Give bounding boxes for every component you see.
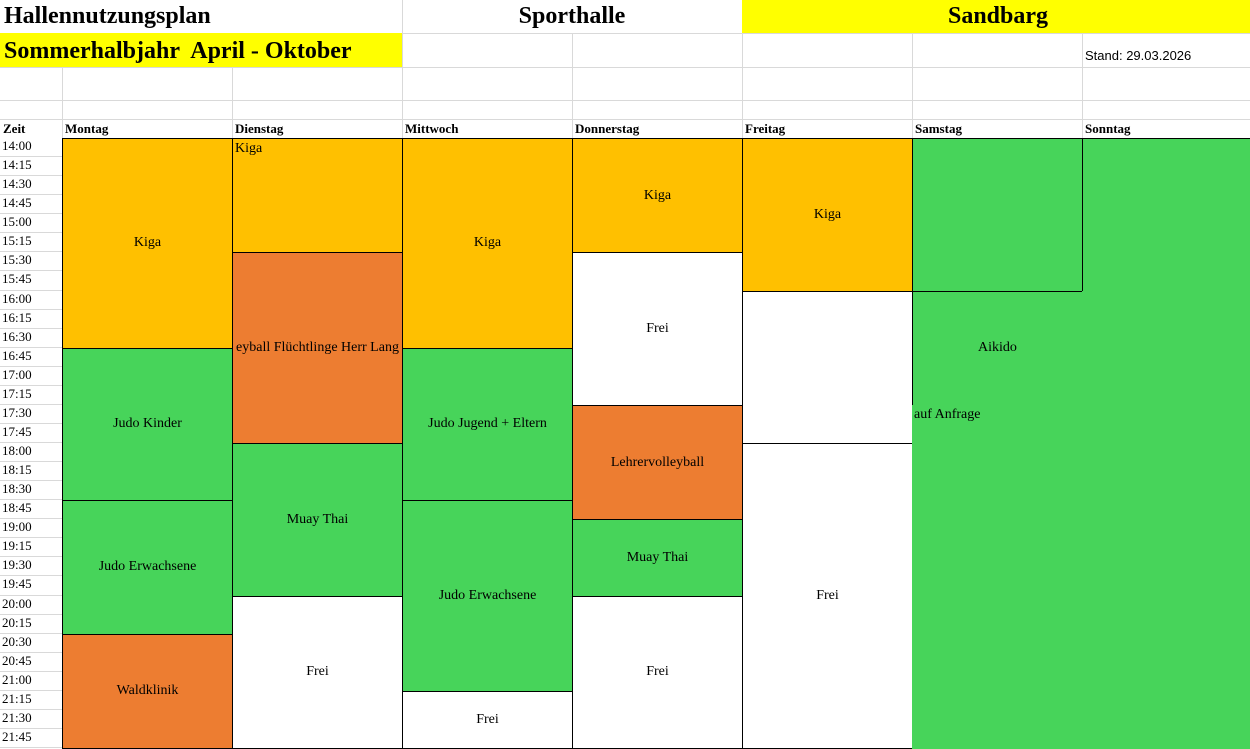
block-label: auf Anfrage: [914, 407, 980, 423]
page-title: Hallennutzungsplan: [4, 0, 211, 33]
schedule-block: Frei: [742, 443, 913, 749]
block-label: Frei: [646, 664, 669, 680]
time-label: 16:15: [0, 310, 62, 329]
time-label: 16:45: [0, 348, 62, 367]
block-label: Kiga: [134, 235, 161, 251]
schedule-block: Judo Kinder: [62, 348, 233, 502]
schedule-block: Kiga: [402, 138, 573, 349]
block-label: Kiga: [814, 207, 841, 223]
time-label: 19:15: [0, 538, 62, 557]
schedule-block: Frei: [232, 596, 403, 749]
location-name: Sandbarg: [742, 0, 1250, 33]
day-header-mittwoch: Mittwoch: [402, 121, 458, 137]
schedule-block: Muay Thai: [572, 519, 743, 596]
schedule-block: Judo Erwachsene: [62, 500, 233, 634]
time-label: 15:00: [0, 214, 62, 233]
schedule-block: Muay Thai: [232, 443, 403, 597]
schedule-block: eyball Flüchtlinge Herr Lang: [232, 252, 403, 444]
time-label: 21:30: [0, 710, 62, 729]
time-label: 17:30: [0, 405, 62, 424]
time-label: 20:15: [0, 615, 62, 634]
time-label: 18:45: [0, 500, 62, 519]
time-label: 18:30: [0, 481, 62, 500]
schedule-block: [742, 291, 913, 445]
time-label: 21:00: [0, 672, 62, 691]
schedule-block: Judo Erwachsene: [402, 500, 573, 692]
time-label: 20:30: [0, 634, 62, 653]
schedule-block: Judo Jugend + Eltern: [402, 348, 573, 502]
time-label: 17:45: [0, 424, 62, 443]
schedule-block: [1082, 138, 1250, 292]
season-label: Sommerhalbjahr April - Oktober: [0, 33, 402, 67]
time-label: 18:00: [0, 443, 62, 462]
day-header-montag: Montag: [62, 121, 108, 137]
time-label: 16:00: [0, 291, 62, 310]
time-label: 15:45: [0, 271, 62, 290]
block-label: Lehrervolleyball: [611, 455, 704, 471]
time-label: 17:15: [0, 386, 62, 405]
time-label: 15:15: [0, 233, 62, 252]
schedule-block: Kiga: [62, 138, 233, 349]
hall-name: Sporthalle: [402, 0, 742, 33]
schedule-block: Frei: [572, 252, 743, 406]
time-label: 14:45: [0, 195, 62, 214]
day-header-dienstag: Dienstag: [232, 121, 283, 137]
time-label: 15:30: [0, 252, 62, 271]
day-header-freitag: Freitag: [742, 121, 785, 137]
time-label: 19:45: [0, 576, 62, 595]
time-label: 20:45: [0, 653, 62, 672]
block-label: Judo Erwachsene: [439, 588, 537, 604]
stand-date: Stand: 29.03.2026: [1085, 48, 1191, 63]
block-label: Frei: [816, 588, 839, 604]
time-label: 20:00: [0, 596, 62, 615]
time-label: 14:30: [0, 176, 62, 195]
block-label: Muay Thai: [627, 550, 689, 566]
time-label: 14:00: [0, 138, 62, 157]
block-label: Muay Thai: [287, 512, 349, 528]
schedule-block: [912, 138, 1083, 292]
day-header-sonntag: Sonntag: [1082, 121, 1131, 137]
time-label: 21:45: [0, 729, 62, 748]
time-label: 18:15: [0, 462, 62, 481]
block-label: Frei: [476, 712, 499, 728]
schedule-block: Frei: [402, 691, 573, 749]
schedule-block: Waldklinik: [62, 634, 233, 749]
schedule-block: Kiga: [742, 138, 913, 292]
schedule-block: Aikido: [912, 291, 1083, 406]
block-label: Kiga: [644, 188, 671, 204]
time-label: 21:15: [0, 691, 62, 710]
time-label: 16:30: [0, 329, 62, 348]
block-label: eyball Flüchtlinge Herr Lang: [236, 340, 399, 356]
time-header: Zeit: [0, 121, 25, 137]
time-label: 14:15: [0, 157, 62, 176]
block-label: Judo Erwachsene: [99, 559, 197, 575]
block-label: Judo Jugend + Eltern: [428, 416, 547, 432]
block-label: Kiga: [235, 141, 262, 157]
schedule-block: Frei: [572, 596, 743, 749]
block-label: Frei: [646, 321, 669, 337]
schedule-block: Kiga: [572, 138, 743, 253]
schedule-block: Kiga: [232, 138, 403, 253]
block-label: Kiga: [474, 235, 501, 251]
time-label: 19:00: [0, 519, 62, 538]
schedule-block: [1082, 291, 1250, 406]
day-header-samstag: Samstag: [912, 121, 962, 137]
block-label: Aikido: [978, 340, 1017, 356]
block-label: Frei: [306, 664, 329, 680]
block-label: Waldklinik: [117, 683, 179, 699]
schedule-block: auf Anfrage: [912, 405, 1250, 749]
schedule-block: Lehrervolleyball: [572, 405, 743, 520]
time-label: 17:00: [0, 367, 62, 386]
time-label: 19:30: [0, 557, 62, 576]
day-header-donnerstag: Donnerstag: [572, 121, 639, 137]
block-label: Judo Kinder: [113, 416, 182, 432]
